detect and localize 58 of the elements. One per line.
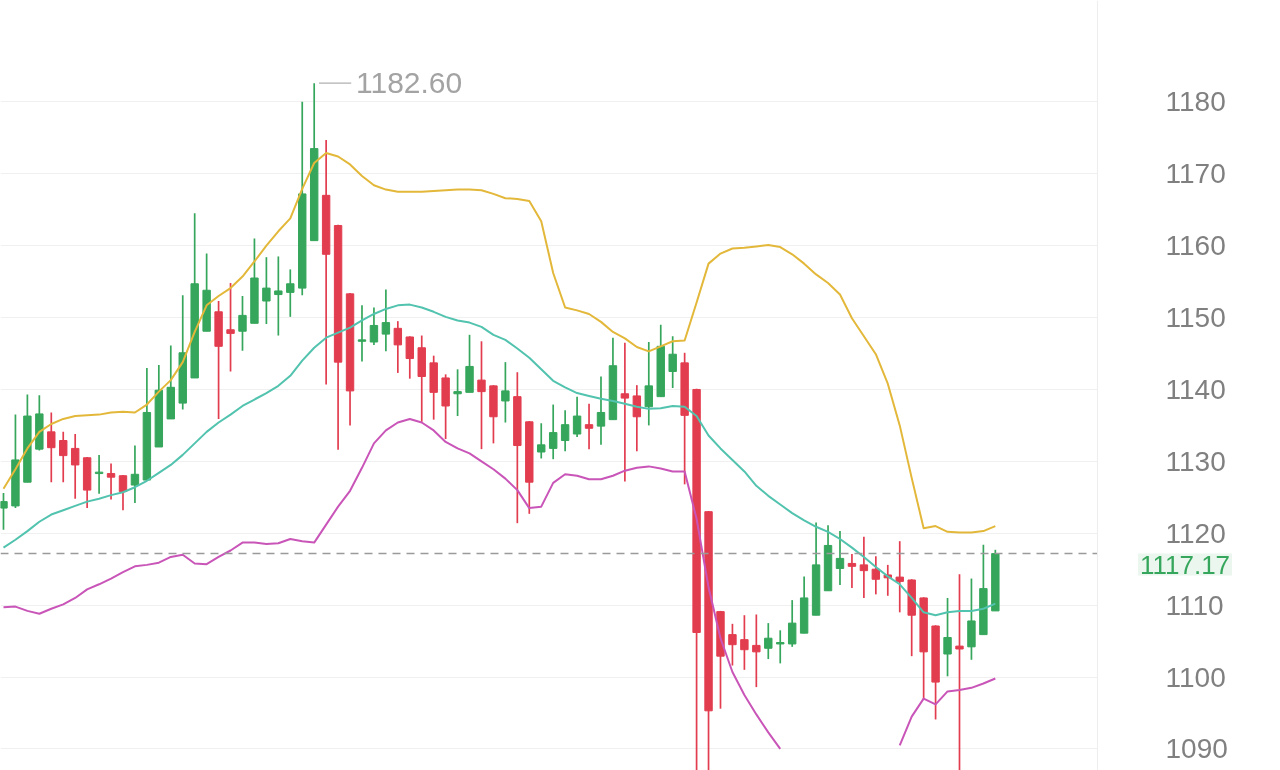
candlestick xyxy=(453,368,462,417)
y-tick-label: 1170 xyxy=(1165,158,1226,190)
candlestick xyxy=(835,530,845,586)
y-tick-label: 1100 xyxy=(1165,661,1226,693)
annotation: 1182.60 xyxy=(356,66,463,100)
candlestick xyxy=(357,304,367,363)
candlestick xyxy=(286,268,295,318)
candlestick xyxy=(644,341,653,427)
y-tick-label: 1130 xyxy=(1165,445,1226,477)
candlestick xyxy=(943,597,952,678)
candlestick xyxy=(632,384,642,453)
candlestick xyxy=(560,409,570,453)
candlestick xyxy=(59,431,68,484)
candlestick xyxy=(764,622,773,660)
candlestick xyxy=(238,295,247,352)
candlestick xyxy=(47,411,56,484)
ref-line-label: 1117.17 xyxy=(1139,549,1231,580)
candlestick xyxy=(262,256,271,325)
y-tick-label: 1090 xyxy=(1165,733,1228,765)
candlestick xyxy=(118,474,128,512)
candlestick xyxy=(369,306,379,346)
candlestick xyxy=(871,555,881,596)
candlestick xyxy=(393,320,403,374)
line-series xyxy=(2,151,997,534)
candlestick xyxy=(501,361,510,424)
candlestick xyxy=(584,402,594,450)
candlestick xyxy=(668,335,677,389)
candlestick xyxy=(740,614,749,671)
candlestick xyxy=(130,444,140,504)
candlestick xyxy=(226,282,235,373)
y-tick-label: 1160 xyxy=(1165,230,1226,262)
candlestick xyxy=(106,462,116,501)
y-tick-label: 1110 xyxy=(1165,589,1224,621)
candlestick xyxy=(572,395,582,438)
candlestick xyxy=(776,629,785,665)
candlestick xyxy=(847,553,857,589)
candlestick xyxy=(274,255,283,337)
candlestick xyxy=(0,492,8,531)
candlestick xyxy=(381,288,391,353)
candlestick xyxy=(537,422,546,460)
candlestick xyxy=(596,375,606,446)
y-tick-label: 1150 xyxy=(1165,302,1226,334)
y-tick-label: 1180 xyxy=(1165,86,1226,118)
candlestick xyxy=(787,599,797,648)
candlestick xyxy=(728,622,737,667)
candlestick xyxy=(620,341,630,483)
y-tick-label: 1120 xyxy=(1165,517,1226,549)
y-tick-label: 1140 xyxy=(1165,373,1226,405)
candlestick xyxy=(405,335,414,380)
candlestick xyxy=(70,433,80,500)
candlestick xyxy=(895,540,904,614)
candlestick xyxy=(94,454,104,495)
candlestick xyxy=(955,573,964,770)
candlestick xyxy=(477,340,486,450)
candlestick xyxy=(859,535,869,599)
line-series xyxy=(2,303,997,617)
candlestick xyxy=(548,403,558,461)
candlestick xyxy=(752,613,761,688)
